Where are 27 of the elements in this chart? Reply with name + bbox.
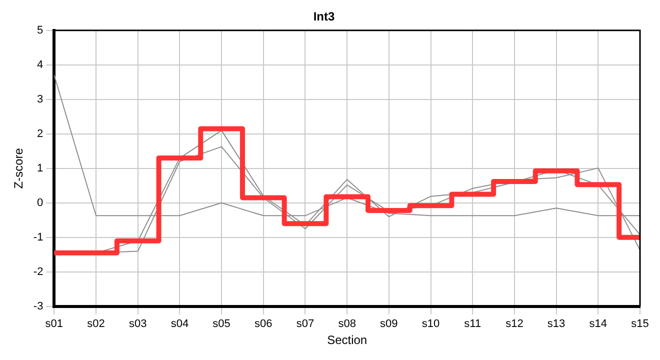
x-tick-label: s09 — [380, 318, 398, 330]
x-tick-label: s14 — [589, 318, 608, 330]
x-tick-label: s12 — [506, 318, 524, 330]
x-tick-label: s05 — [212, 318, 230, 330]
x-tick-label: s11 — [464, 318, 482, 330]
y-tick-label: 3 — [37, 93, 44, 106]
y-tick-label: -3 — [33, 300, 44, 312]
y-tick-label: 4 — [37, 58, 44, 71]
x-tick-label: s10 — [422, 318, 440, 330]
x-tick-label: s02 — [87, 318, 105, 330]
x-tick-label: s01 — [45, 318, 64, 330]
x-tick-label: s07 — [296, 318, 314, 330]
x-tick-label: s08 — [338, 318, 356, 330]
y-tick-label: 2 — [37, 128, 44, 140]
y-tick-label: 1 — [37, 162, 44, 174]
y-tick-label: 5 — [37, 24, 44, 36]
y-tick-label: -1 — [33, 231, 44, 244]
x-tick-label: s03 — [128, 318, 147, 330]
x-tick-label: s15 — [631, 318, 649, 330]
x-tick-label: s06 — [254, 318, 272, 330]
x-axis-title: Section — [327, 333, 368, 348]
y-tick-label: 0 — [37, 196, 44, 209]
x-tick-label: s13 — [547, 318, 566, 330]
x-tick-label: s04 — [170, 318, 189, 330]
y-tick-label: -2 — [33, 266, 44, 278]
chart-title: Int3 — [313, 10, 335, 24]
y-axis-title: Z-score — [12, 148, 26, 189]
